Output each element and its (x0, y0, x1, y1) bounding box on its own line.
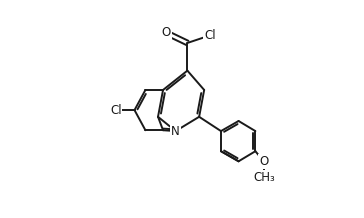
Text: CH₃: CH₃ (253, 171, 275, 184)
Text: O: O (259, 155, 268, 168)
Text: Cl: Cl (204, 29, 216, 42)
Text: Cl: Cl (110, 104, 122, 117)
Text: O: O (162, 26, 171, 39)
Text: N: N (171, 124, 180, 138)
